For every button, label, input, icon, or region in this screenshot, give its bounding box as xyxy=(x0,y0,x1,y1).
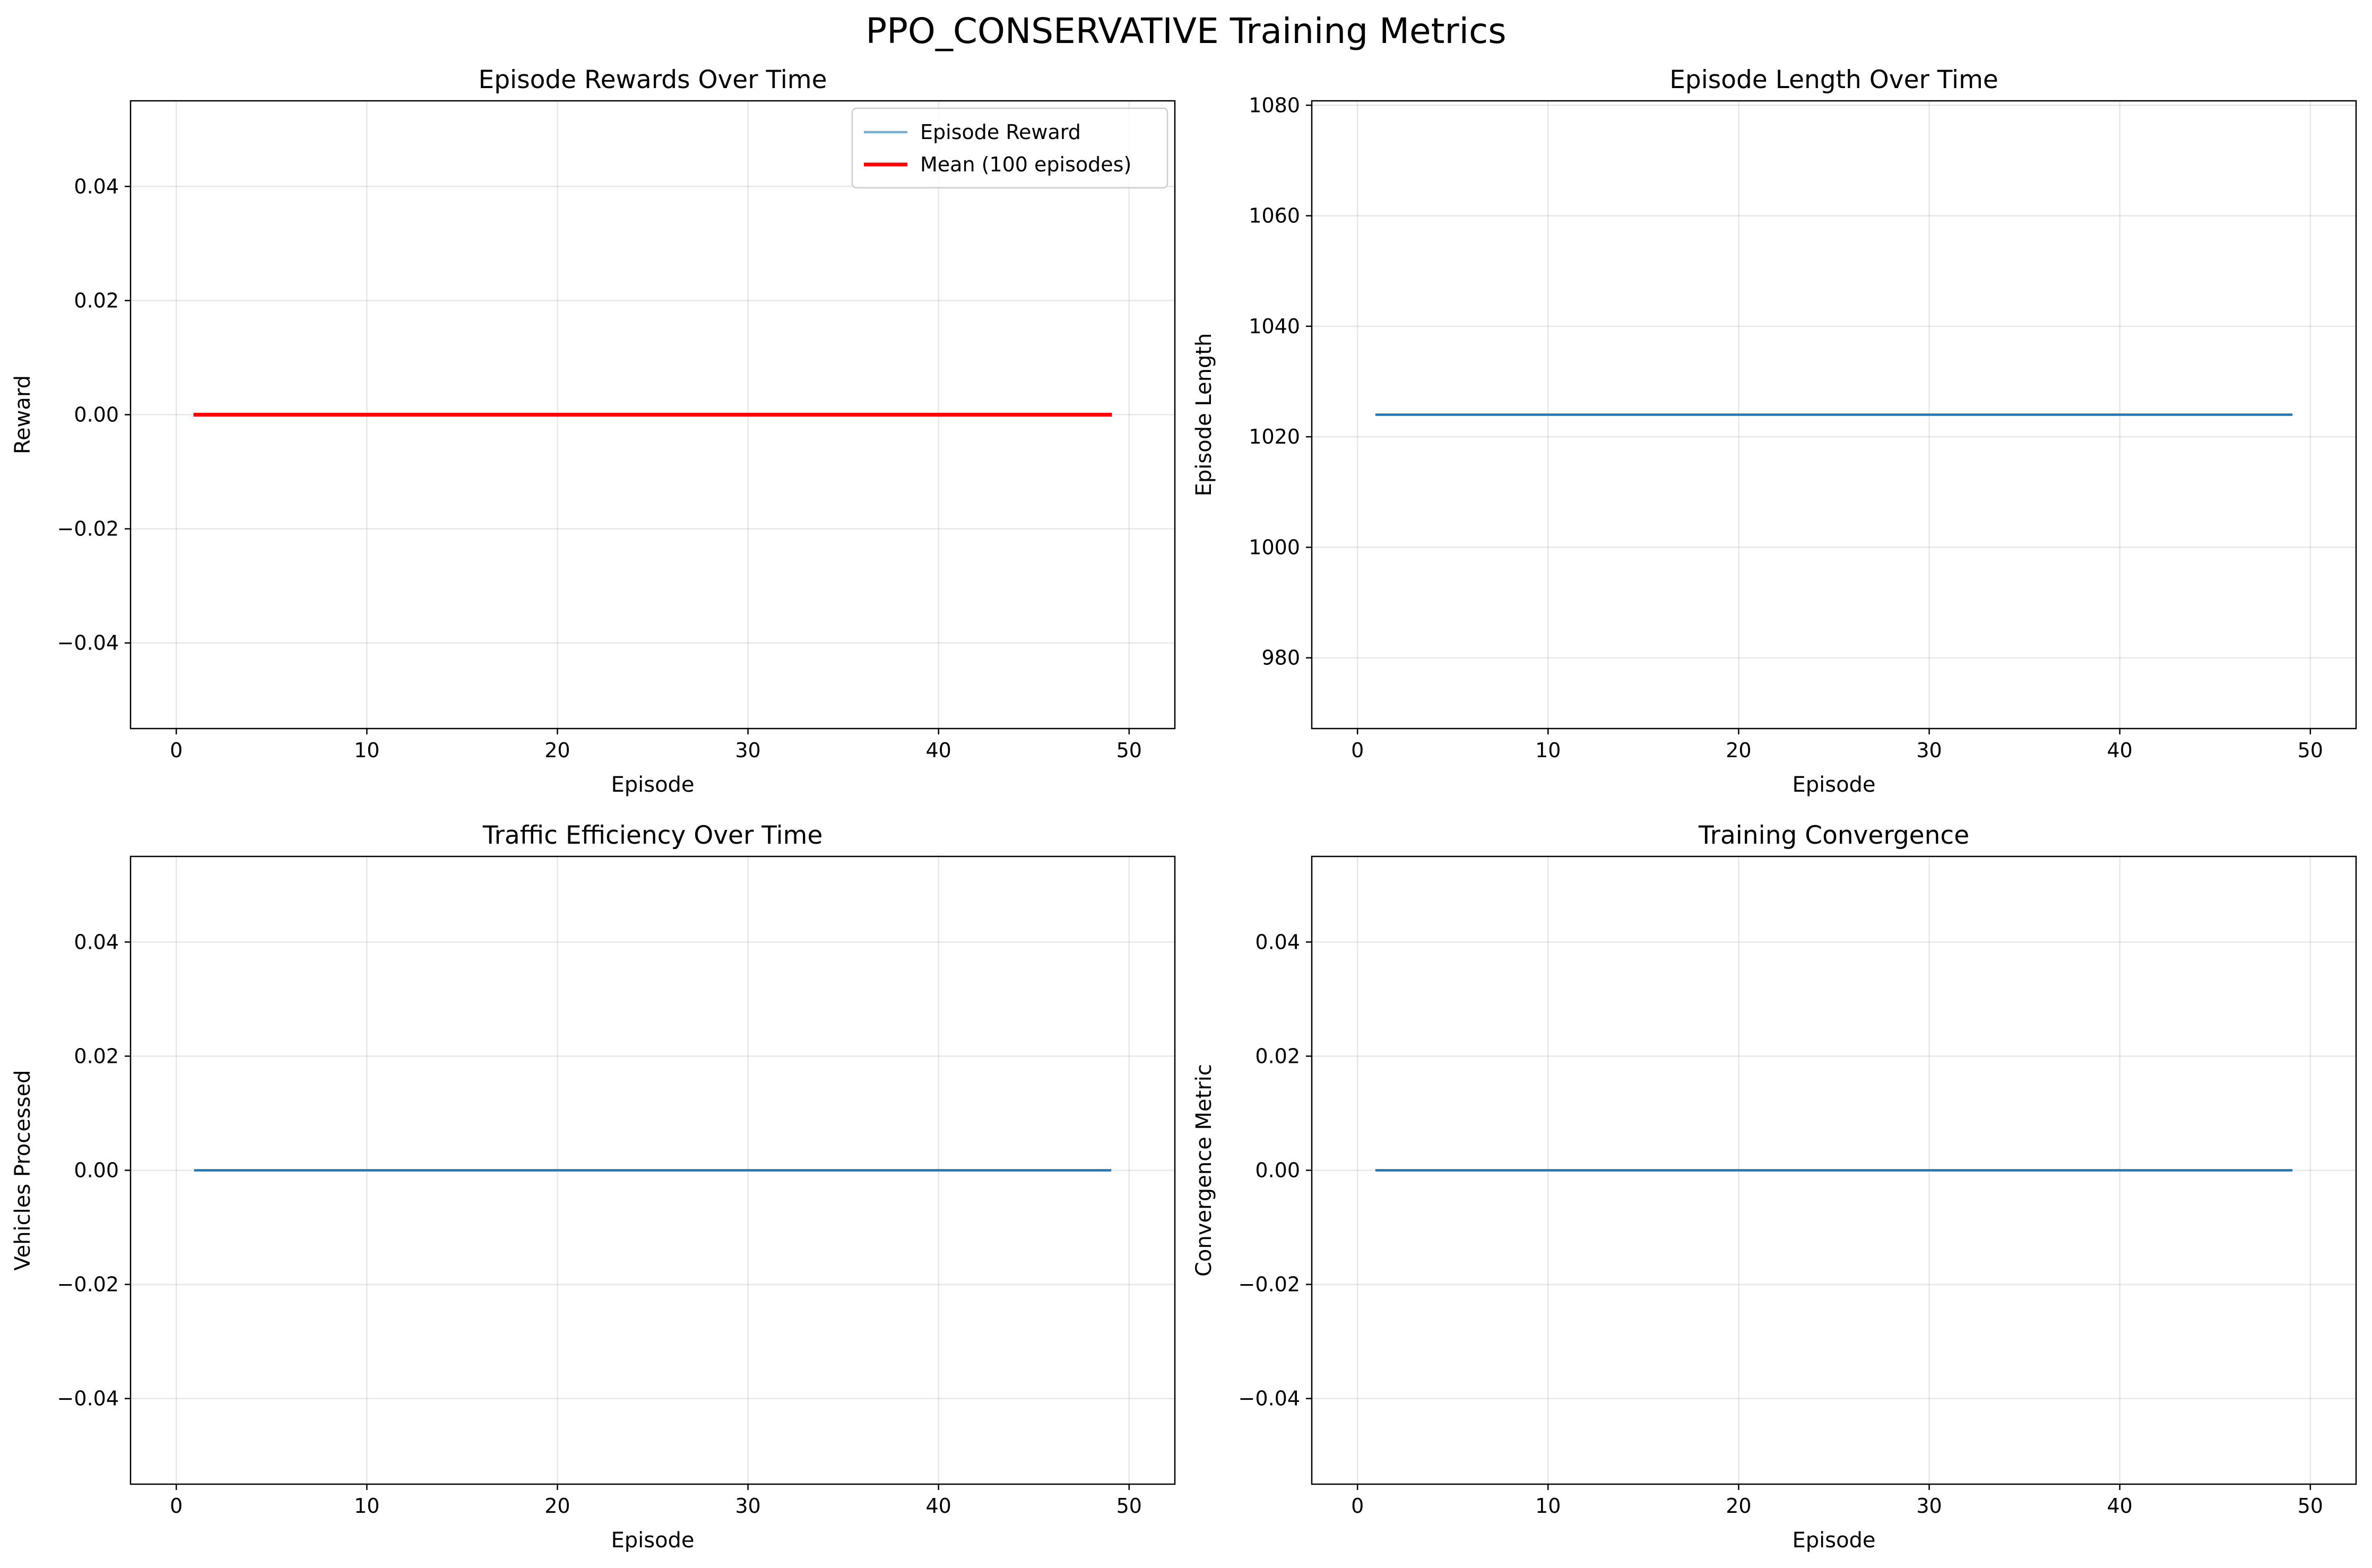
subplot-title: Episode Length Over Time xyxy=(1669,65,1998,94)
x-tick-label: 40 xyxy=(926,739,951,762)
y-tick-label: 0.04 xyxy=(74,175,119,198)
y-tick-label: 980 xyxy=(1261,646,1300,670)
y-tick-label: 1000 xyxy=(1249,535,1300,559)
y-tick-label: −0.02 xyxy=(57,517,119,541)
y-tick-label: 1020 xyxy=(1249,425,1300,448)
y-tick-label: 0.02 xyxy=(74,1044,119,1068)
y-axis-label: Reward xyxy=(11,375,35,454)
x-tick-label: 20 xyxy=(544,739,570,762)
y-axis-label: Vehicles Processed xyxy=(11,1070,35,1270)
x-tick-label: 20 xyxy=(1726,1494,1751,1518)
x-axis-label: Episode xyxy=(1792,1528,1875,1553)
y-tick-label: 1060 xyxy=(1249,204,1300,228)
y-tick-label: 1040 xyxy=(1249,315,1300,338)
y-tick-label: −0.04 xyxy=(57,631,119,655)
y-tick-label: 0.00 xyxy=(1255,1159,1300,1182)
x-tick-label: 0 xyxy=(1351,1494,1364,1518)
subplot-title: Training Convergence xyxy=(1698,821,1969,850)
x-tick-label: 50 xyxy=(1116,739,1142,762)
x-tick-label: 30 xyxy=(735,1494,760,1518)
x-tick-label: 50 xyxy=(2298,1494,2323,1518)
x-tick-label: 10 xyxy=(1535,1494,1561,1518)
y-tick-label: 0.02 xyxy=(74,289,119,312)
x-axis-label: Episode xyxy=(611,773,694,797)
x-tick-label: 30 xyxy=(1916,1494,1942,1518)
subplot-3: 0 10 20 30 40 50 −0.04 −0.02 0.00 0.02 0.04 Traffic… xyxy=(11,821,1176,1553)
x-tick-label: 40 xyxy=(2107,739,2133,762)
subplot-1: 0 10 20 30 40 50 −0.04 −0.02 0.00 0.02 0.04 Episode… xyxy=(11,65,1176,797)
subplot-title: Traffic Efficiency Over Time xyxy=(482,821,823,850)
x-axis-label: Episode xyxy=(611,1528,694,1553)
y-tick-label: 0.00 xyxy=(74,1159,119,1182)
y-axis-label: Convergence Metric xyxy=(1192,1064,1216,1277)
y-tick-label: −0.02 xyxy=(57,1273,119,1296)
x-tick-label: 40 xyxy=(926,1494,951,1518)
legend-label: Mean (100 episodes) xyxy=(920,153,1131,176)
x-tick-label: 30 xyxy=(1916,739,1942,762)
subplot-2: 0 10 20 30 40 5098010001020104010601080Episod… xyxy=(1192,65,2357,797)
x-axis-label: Episode xyxy=(1792,773,1875,797)
subplot-4: 0 10 20 30 40 50 −0.04 −0.02 0.00 0.02 0.04 Trainin… xyxy=(1192,821,2357,1553)
x-tick-label: 40 xyxy=(2107,1494,2133,1518)
y-tick-label: −0.04 xyxy=(57,1387,119,1410)
x-tick-label: 0 xyxy=(1351,739,1364,762)
y-tick-label: 0.02 xyxy=(1255,1044,1300,1068)
y-tick-label: −0.04 xyxy=(1239,1387,1300,1410)
legend: Episode Reward Mean (100 episodes) xyxy=(851,107,1168,189)
x-tick-label: 0 xyxy=(170,1494,183,1518)
x-tick-label: 10 xyxy=(354,739,379,762)
x-tick-label: 20 xyxy=(1726,739,1751,762)
x-tick-label: 10 xyxy=(1535,739,1561,762)
legend-box xyxy=(851,107,1168,189)
x-tick-label: 50 xyxy=(1116,1494,1142,1518)
figure-title: PPO_CONSERVATIVE Training Metrics xyxy=(865,11,1507,51)
y-tick-label: 0.00 xyxy=(74,403,119,427)
x-tick-label: 10 xyxy=(354,1494,379,1518)
y-tick-label: 0.04 xyxy=(1255,930,1300,954)
x-tick-label: 20 xyxy=(544,1494,570,1518)
x-tick-label: 0 xyxy=(170,739,183,762)
axes-frame xyxy=(1311,100,2357,730)
y-tick-label: 1080 xyxy=(1249,93,1300,117)
subplot-title: Episode Rewards Over Time xyxy=(479,65,827,94)
y-tick-label: −0.02 xyxy=(1239,1273,1300,1296)
y-axis-label: Episode Length xyxy=(1192,333,1216,497)
x-tick-label: 50 xyxy=(2298,739,2323,762)
legend-label: Episode Reward xyxy=(920,120,1081,144)
x-tick-label: 30 xyxy=(735,739,760,762)
y-tick-label: 0.04 xyxy=(74,930,119,954)
